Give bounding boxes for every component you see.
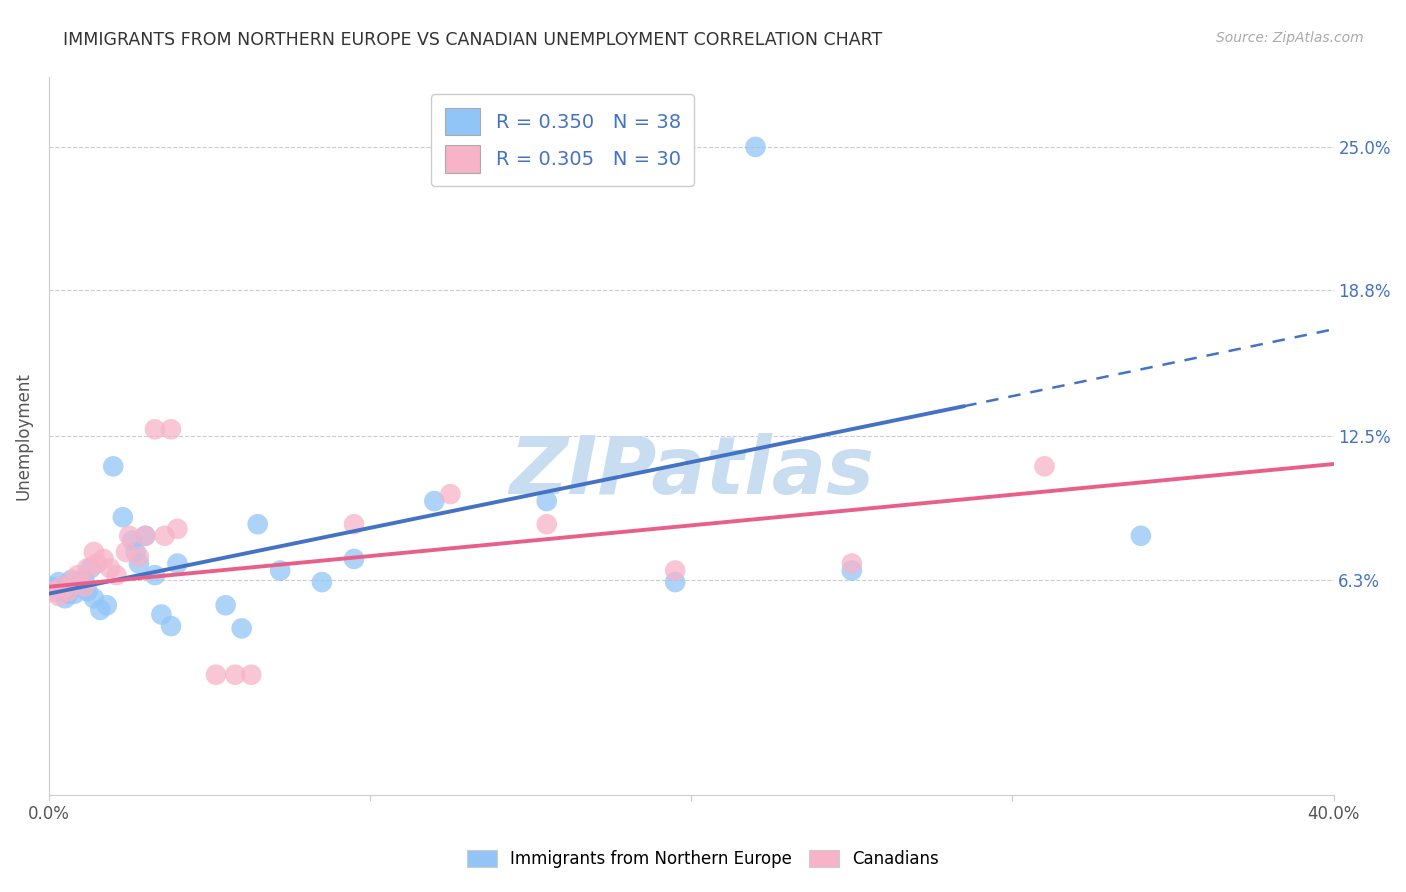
Point xyxy=(214,599,236,613)
Point xyxy=(166,522,188,536)
Point xyxy=(143,422,166,436)
Point xyxy=(70,575,93,590)
Point xyxy=(103,459,125,474)
Text: ZIPatlas: ZIPatlas xyxy=(509,434,873,511)
Text: IMMIGRANTS FROM NORTHERN EUROPE VS CANADIAN UNEMPLOYMENT CORRELATION CHART: IMMIGRANTS FROM NORTHERN EUROPE VS CANAD… xyxy=(63,31,883,49)
Point xyxy=(93,552,115,566)
Point xyxy=(240,667,263,681)
Point xyxy=(60,575,83,590)
Point xyxy=(63,587,86,601)
Point xyxy=(128,549,150,564)
Point xyxy=(58,587,80,601)
Point xyxy=(160,422,183,436)
Point xyxy=(115,545,138,559)
Point xyxy=(1129,529,1152,543)
Point xyxy=(76,584,98,599)
Point xyxy=(76,561,98,575)
Point xyxy=(105,568,128,582)
Point xyxy=(121,533,143,548)
Point xyxy=(44,584,66,599)
Point xyxy=(66,580,89,594)
Point xyxy=(841,564,863,578)
Point xyxy=(128,557,150,571)
Point xyxy=(73,580,96,594)
Point xyxy=(58,584,80,599)
Point xyxy=(1033,459,1056,474)
Point xyxy=(134,529,156,543)
Point xyxy=(86,557,108,571)
Point xyxy=(41,580,63,594)
Point xyxy=(269,564,291,578)
Point xyxy=(73,573,96,587)
Point xyxy=(423,494,446,508)
Point xyxy=(83,591,105,606)
Point xyxy=(160,619,183,633)
Point xyxy=(744,140,766,154)
Point xyxy=(66,568,89,582)
Point xyxy=(111,510,134,524)
Point xyxy=(841,557,863,571)
Point xyxy=(246,517,269,532)
Point xyxy=(124,545,146,559)
Point xyxy=(80,561,103,575)
Point xyxy=(166,557,188,571)
Legend: R = 0.350   N = 38, R = 0.305   N = 30: R = 0.350 N = 38, R = 0.305 N = 30 xyxy=(432,95,695,186)
Point xyxy=(89,603,111,617)
Point xyxy=(343,552,366,566)
Point xyxy=(664,564,686,578)
Point xyxy=(343,517,366,532)
Point xyxy=(134,529,156,543)
Point xyxy=(51,580,73,594)
Point xyxy=(439,487,461,501)
Point xyxy=(98,561,121,575)
Point xyxy=(48,589,70,603)
Point xyxy=(51,580,73,594)
Legend: Immigrants from Northern Europe, Canadians: Immigrants from Northern Europe, Canadia… xyxy=(460,843,946,875)
Y-axis label: Unemployment: Unemployment xyxy=(15,372,32,500)
Point xyxy=(231,621,253,635)
Point xyxy=(536,517,558,532)
Point xyxy=(664,575,686,590)
Point xyxy=(311,575,333,590)
Point xyxy=(150,607,173,622)
Point xyxy=(60,573,83,587)
Point xyxy=(205,667,228,681)
Point xyxy=(143,568,166,582)
Point xyxy=(41,584,63,599)
Point xyxy=(224,667,246,681)
Point xyxy=(48,575,70,590)
Point xyxy=(153,529,176,543)
Point xyxy=(96,599,118,613)
Text: Source: ZipAtlas.com: Source: ZipAtlas.com xyxy=(1216,31,1364,45)
Point xyxy=(536,494,558,508)
Point xyxy=(53,591,76,606)
Point xyxy=(83,545,105,559)
Point xyxy=(118,529,141,543)
